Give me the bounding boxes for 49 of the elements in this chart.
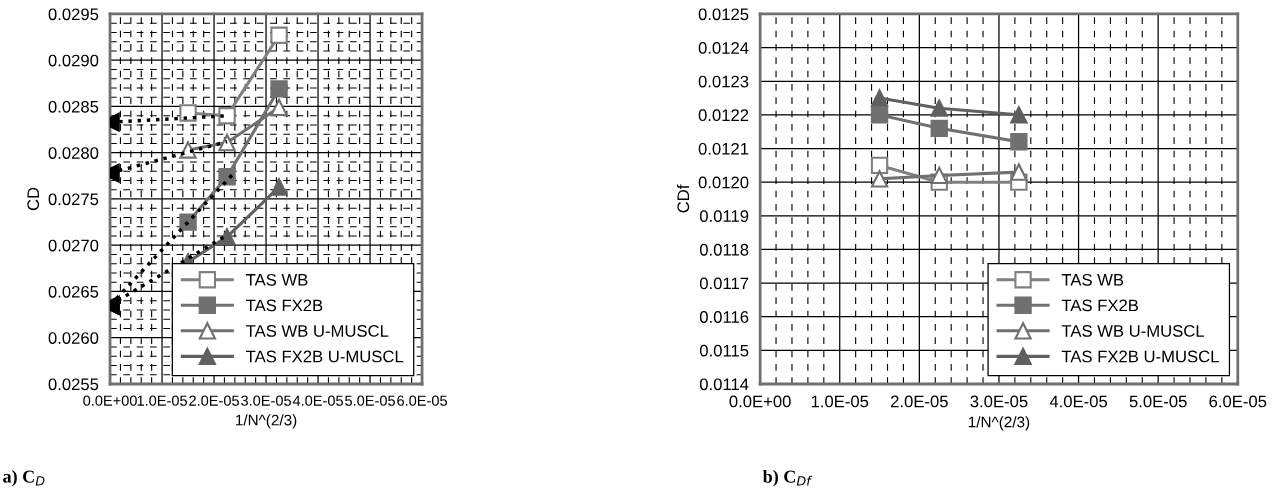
x-tick-label: 4.0E-05 <box>1049 395 1108 408</box>
y-tick-label: 0.0114 <box>699 378 749 391</box>
y-tick-label: 0.0285 <box>48 100 99 113</box>
legend-label: TAS FX2B <box>1061 299 1139 312</box>
y-tick-label: 0.0265 <box>48 285 99 298</box>
y-tick-label: 0.0123 <box>698 75 749 88</box>
legend-label: TAS WB <box>246 273 308 286</box>
y-tick-label: 0.0280 <box>48 147 99 159</box>
x-tick-label: 1.0E-05 <box>811 395 869 408</box>
x-axis-title: 1/N^(2/3) <box>968 416 1030 431</box>
legend-label: TAS FX2B U-MUSCL <box>246 350 404 363</box>
x-tick-label: 3.0E-05 <box>241 395 291 406</box>
y-tick-label: 0.0124 <box>698 42 749 54</box>
x-tick-label: 1.0E-05 <box>137 395 187 406</box>
y-tick-label: 0.0255 <box>48 378 99 391</box>
y-tick-label: 0.0290 <box>48 54 99 67</box>
y-tick-label: 0.0125 <box>698 8 749 21</box>
y-tick-label: 0.0270 <box>48 239 99 252</box>
legend-label: TAS WB U-MUSCL <box>246 325 389 337</box>
legend-label: TAS WB <box>1061 273 1124 286</box>
x-tick-label: 6.0E-05 <box>397 395 447 406</box>
x-tick-label: 5.0E-05 <box>1129 395 1187 408</box>
x-tick-label: 5.0E-05 <box>345 395 395 406</box>
y-tick-label: 0.0118 <box>699 243 749 256</box>
y-tick-label: 0.0115 <box>699 344 749 357</box>
x-tick-label: 6.0E-05 <box>1209 395 1267 408</box>
y-tick-label: 0.0260 <box>48 332 99 344</box>
y-tick-label: 0.0122 <box>698 109 749 122</box>
y-tick-label: 0.0116 <box>699 311 749 323</box>
x-tick-label: 4.0E-05 <box>292 395 343 406</box>
x-tick-label: 2.0E-05 <box>891 395 948 408</box>
y-tick-label: 0.0121 <box>698 142 749 155</box>
y-tick-label: 0.0295 <box>48 8 99 21</box>
legend-label: TAS FX2B U-MUSCL <box>1061 350 1219 363</box>
x-axis-title: 1/N^(2/3) <box>236 414 297 429</box>
y-tick-label: 0.0275 <box>48 193 99 206</box>
y-tick-label: 0.0120 <box>698 176 749 189</box>
x-tick-label: 0.0E+00 <box>729 395 791 408</box>
x-tick-label: 2.0E-05 <box>189 395 239 406</box>
y-axis-title: CD <box>27 187 40 211</box>
legend-label: TAS WB U-MUSCL <box>1061 325 1205 337</box>
x-tick-label: 0.0E+00 <box>83 395 137 406</box>
x-tick-label: 3.0E-05 <box>970 395 1028 408</box>
y-axis-title: CDf <box>676 184 690 213</box>
y-tick-label: 0.0117 <box>699 277 749 290</box>
y-tick-label: 0.0119 <box>699 210 749 222</box>
legend-label: TAS FX2B <box>246 299 323 312</box>
text: b) C$_{Df}$ <box>762 469 813 487</box>
text: a) C$_{D}$ <box>3 469 45 487</box>
